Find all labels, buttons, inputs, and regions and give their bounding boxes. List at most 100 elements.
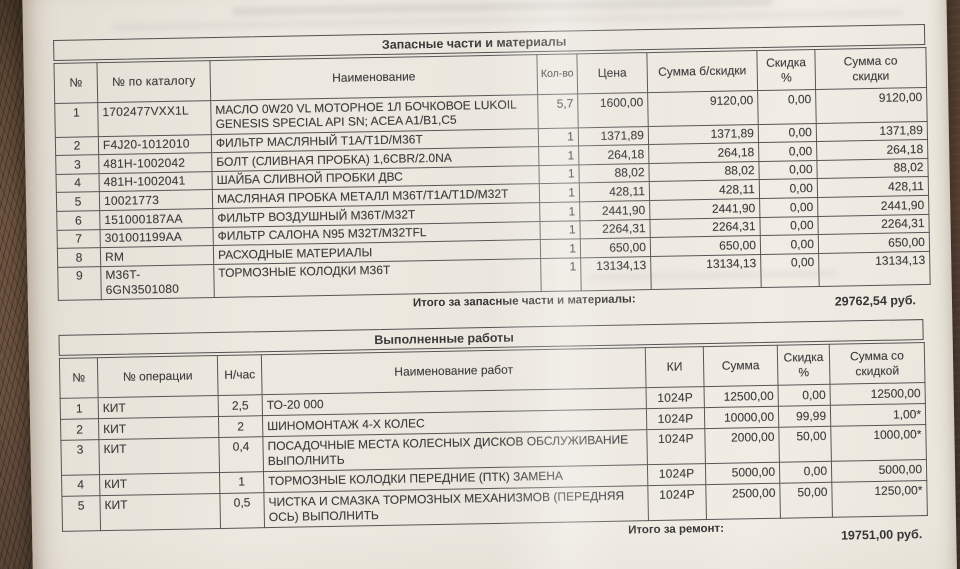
cell: 2500,00: [705, 482, 781, 520]
works-section: Выполненные работы № № операции Н/час Наиме…: [58, 319, 956, 557]
cell: 1: [54, 102, 99, 137]
cell: 5000,00: [831, 459, 927, 482]
cell: 264,18: [578, 144, 649, 165]
cell: 0,00: [760, 253, 820, 288]
cell: 1371,89: [816, 120, 928, 142]
cell: 9120,00: [815, 87, 928, 123]
cell: 650,00: [650, 235, 761, 257]
cell: 1: [539, 183, 580, 203]
cell: 5,7: [537, 94, 579, 129]
cell: 1: [538, 127, 579, 147]
cell: 50,00: [779, 481, 833, 518]
cell: 481H-1002041: [99, 171, 213, 193]
cell: 1371,89: [648, 124, 759, 145]
cell: КИТ: [99, 492, 221, 531]
column-header: Наименование: [209, 54, 538, 101]
grand-total-row: Всего:49513,54 руб.: [85, 556, 957, 569]
cell: 0,00: [758, 141, 817, 162]
column-header: Сумма со скидки: [814, 47, 927, 90]
cell: 9120,00: [647, 90, 759, 127]
parts-total-label: Итого за запасные части и материалы:: [412, 293, 636, 310]
cell: 0,00: [758, 160, 818, 180]
column-header: Сумма б/скидки: [646, 50, 758, 93]
column-header: №: [53, 62, 98, 104]
cell: 3: [55, 154, 100, 175]
cell: 1024Р: [647, 463, 706, 486]
cell: КИТ: [99, 472, 220, 496]
cell: 4: [56, 173, 100, 193]
cell: 2441,90: [579, 200, 650, 221]
column-header: Н/час: [217, 354, 263, 396]
cell: ЧИСТКА И СМАЗКА ТОРМОЗНЫХ МЕХАНИЗМОВ (ПЕ…: [263, 485, 649, 528]
cell: 0,00: [758, 122, 817, 143]
cell: 2264,31: [817, 214, 930, 235]
cell: 2264,31: [649, 217, 761, 238]
cell: 1,00*: [830, 403, 926, 426]
cell: 151000187AA: [99, 208, 214, 230]
cell: 264,18: [648, 142, 759, 164]
cell: 99,99: [778, 405, 831, 427]
column-header: № операции: [97, 355, 219, 399]
cell: КИТ: [98, 395, 219, 419]
cell: 4: [61, 474, 100, 496]
column-header: Цена: [576, 52, 648, 95]
cell: 1: [540, 239, 581, 259]
cell: 0,00: [778, 384, 831, 407]
cell: 428,11: [817, 176, 929, 198]
column-header: КИ: [645, 346, 705, 389]
cell: 1: [60, 398, 99, 420]
cell: 2264,31: [579, 219, 651, 240]
parts-table: № № по каталогу Наименование Кол-во Цена Сумм…: [53, 46, 931, 302]
cell: 1250,00*: [831, 480, 928, 518]
cell: 0,00: [759, 216, 819, 236]
column-header: Сумма: [703, 345, 779, 387]
cell: 2,5: [218, 395, 263, 417]
column-header: № по каталогу: [96, 60, 211, 103]
cell: 2: [60, 418, 99, 441]
cell: 6: [56, 210, 101, 231]
cell: 0,00: [759, 178, 818, 199]
cell: 13134,13: [580, 256, 652, 291]
cell: M36T-6GN3501080: [100, 264, 215, 300]
cell: 1000,00*: [830, 424, 927, 462]
cell: 0,00: [779, 461, 832, 483]
cell: 8: [57, 247, 101, 268]
cell: 88,02: [578, 163, 650, 184]
cell: 1600,00: [577, 92, 649, 128]
cell: 2: [218, 415, 263, 438]
cell: 5000,00: [705, 462, 780, 485]
column-header: Скидка %: [756, 49, 816, 91]
cell: 10021773: [99, 189, 213, 211]
parts-total-value: 29762,54 руб.: [834, 293, 917, 309]
cell: КИТ: [98, 416, 219, 440]
works-total-value: 19751,00 руб.: [840, 526, 923, 543]
cell: 0,4: [218, 436, 264, 473]
cell: RM: [100, 245, 214, 267]
cell: 1: [539, 201, 580, 222]
cell: 13134,13: [650, 254, 762, 290]
column-header: №: [59, 357, 99, 399]
cell: 10000,00: [704, 406, 779, 429]
cell: 5: [56, 192, 100, 212]
cell: 1702477VXX1L: [97, 100, 212, 137]
cell: 13134,13: [818, 251, 931, 287]
invoice-paper: Запасные части и материалы № № по каталог…: [22, 0, 958, 569]
cell: 428,11: [579, 181, 650, 202]
column-header: Наименование работ: [261, 347, 647, 396]
cell: 1024Р: [646, 386, 705, 409]
cell: 88,02: [648, 161, 760, 182]
cell: 5: [61, 495, 101, 532]
cell: 12500,00: [704, 385, 779, 408]
cell: 1: [219, 471, 264, 493]
cell: 650,00: [580, 237, 651, 258]
cell: ТОРМОЗНЫЕ КОЛОДКИ М36Т: [213, 258, 542, 298]
works-table: № № операции Н/час Наименование работ КИ Сумм…: [58, 342, 928, 532]
cell: 3: [60, 439, 100, 476]
cell: 1: [539, 220, 581, 240]
cell: 7: [57, 229, 101, 249]
cell: 264,18: [816, 139, 928, 161]
cell: 1024Р: [647, 484, 707, 521]
cell: 1: [538, 164, 580, 184]
cell: 1024Р: [646, 428, 706, 465]
